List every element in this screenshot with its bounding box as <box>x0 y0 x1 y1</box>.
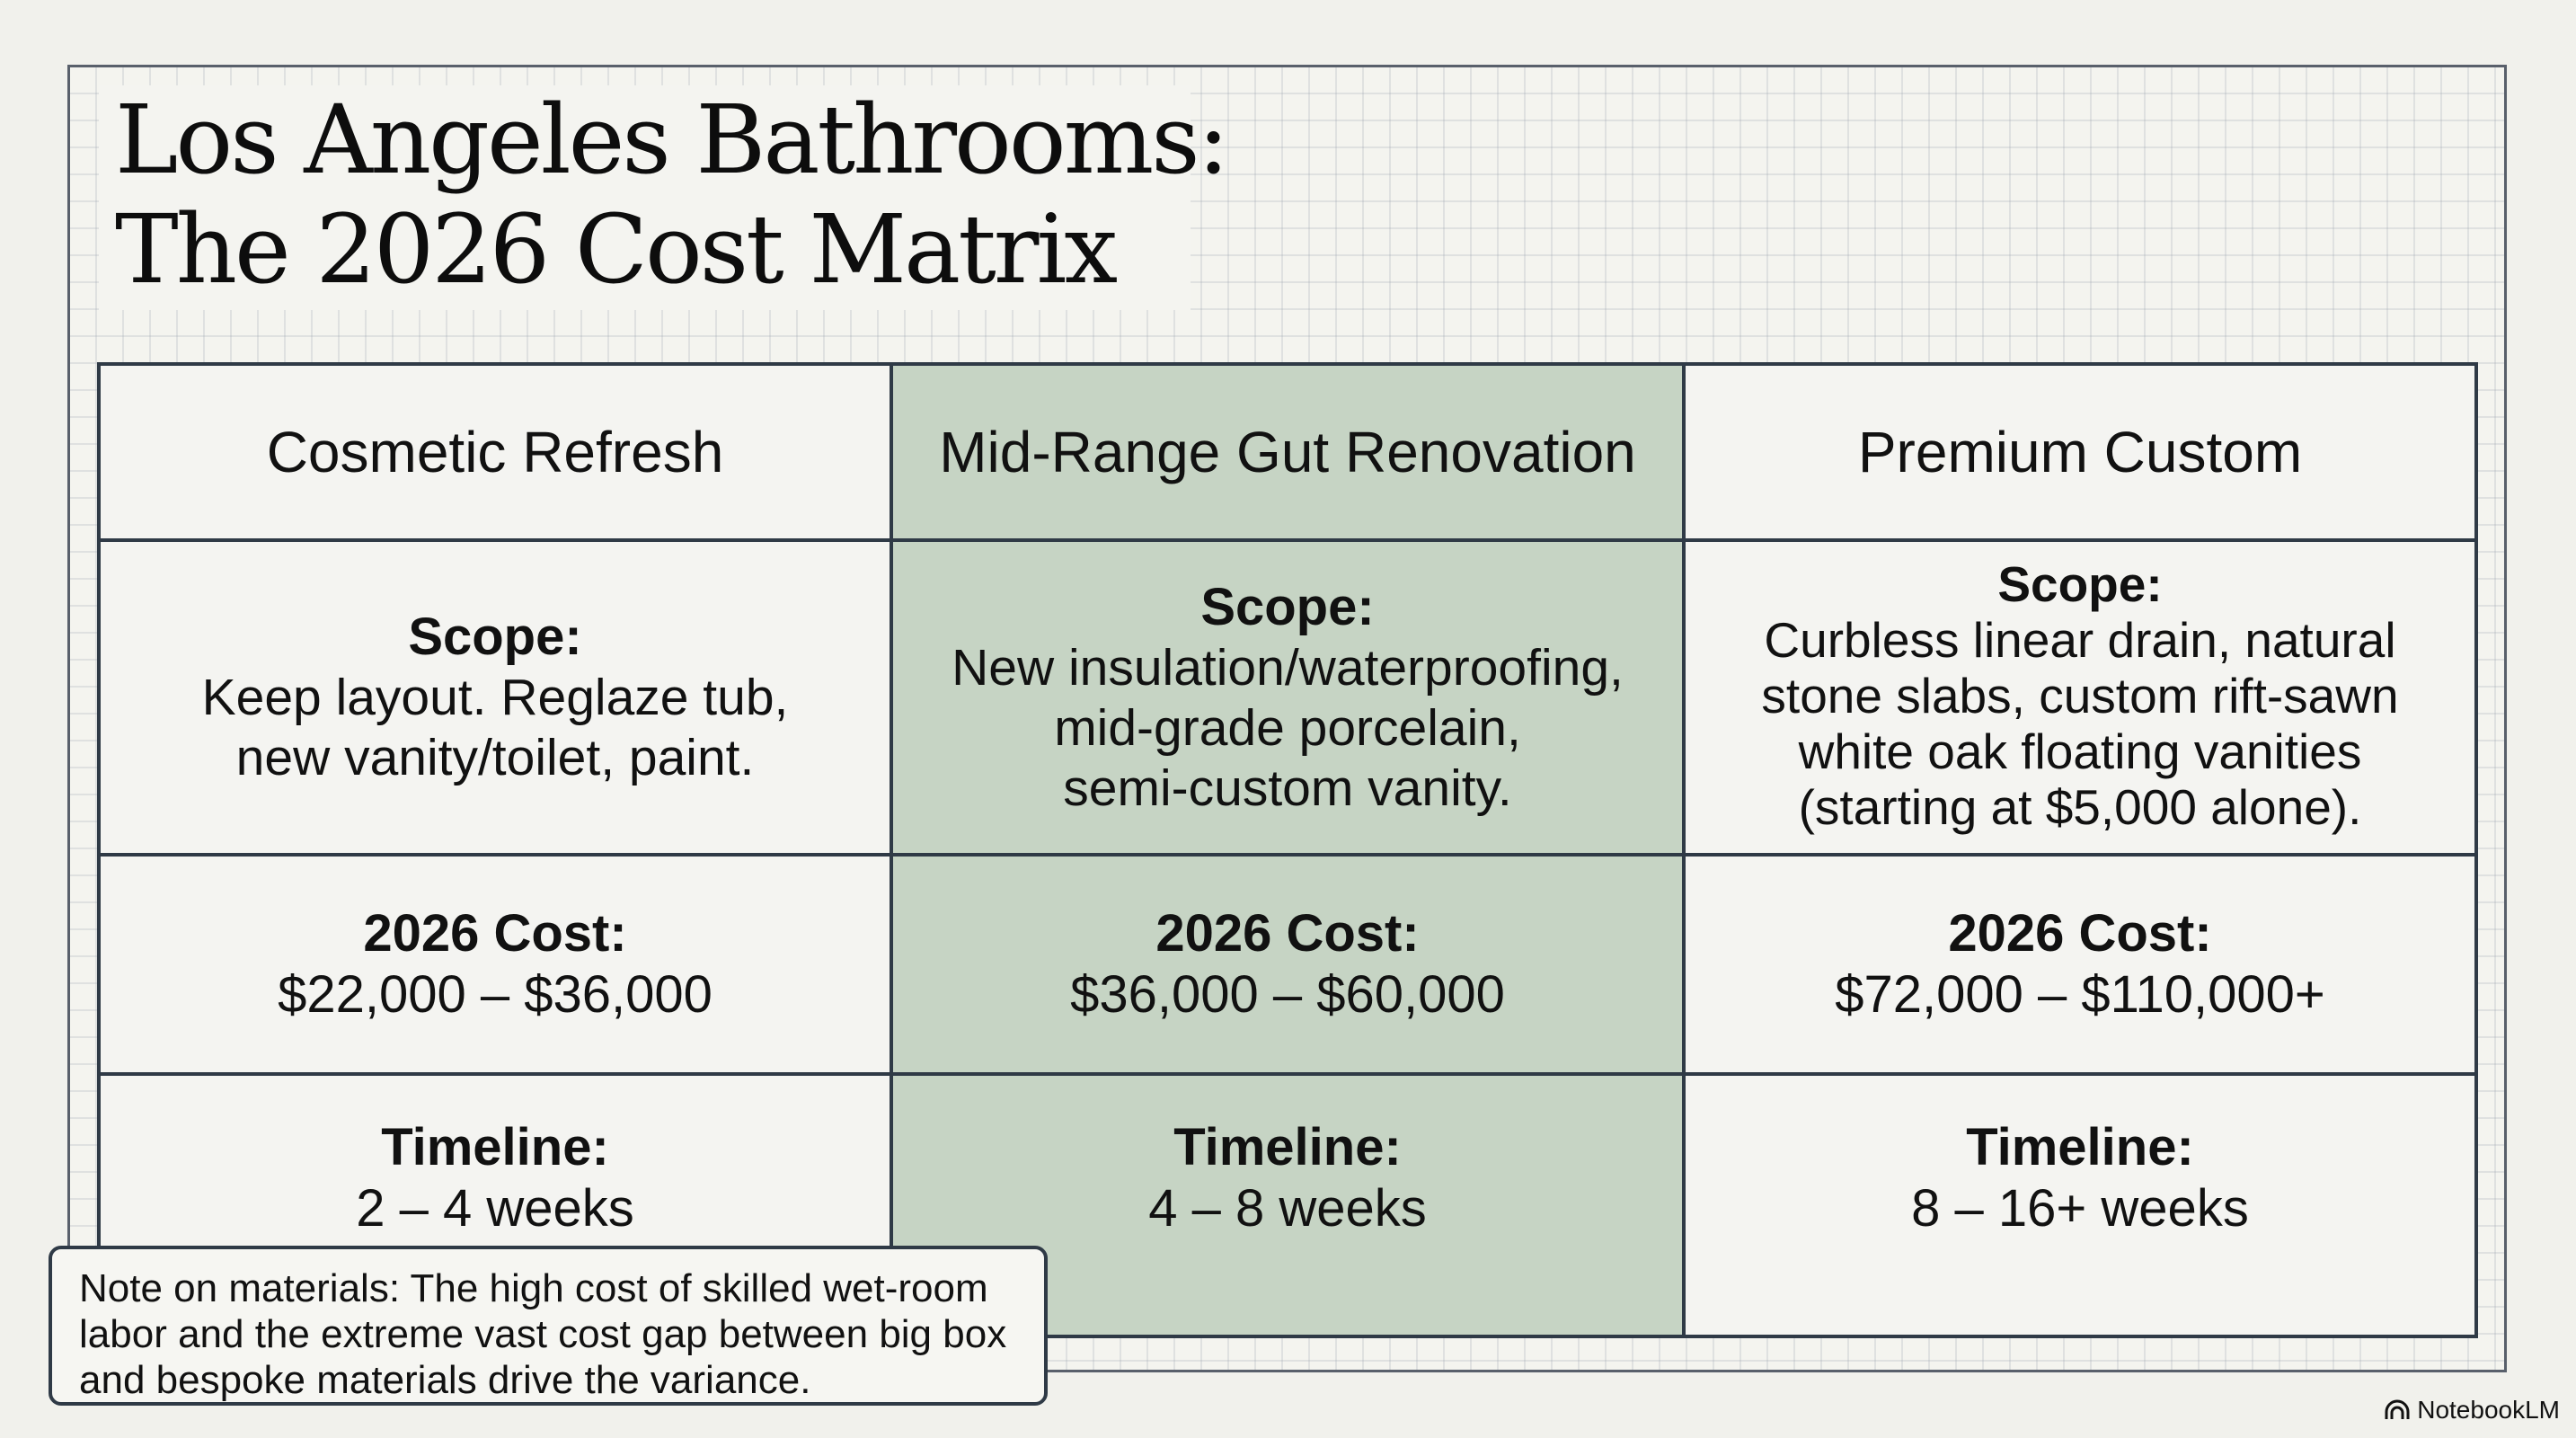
brand-name: NotebookLM <box>2417 1396 2560 1424</box>
title-line-2: The 2026 Cost Matrix <box>115 194 1118 305</box>
scope-label: Scope: <box>1200 577 1375 636</box>
scope-line: New insulation/waterproofing, <box>952 638 1624 697</box>
header-mid-range-gut-renovation: Mid-Range Gut Renovation <box>890 362 1686 542</box>
scope-label: Scope: <box>1997 556 2163 612</box>
title-line-1: Los Angeles Bathrooms: <box>115 84 1229 195</box>
scope-line: mid-grade porcelain, <box>1054 698 1521 757</box>
header-cosmetic-refresh: Cosmetic Refresh <box>97 362 893 542</box>
cost-value: $22,000 – $36,000 <box>278 965 713 1024</box>
timeline-value: 2 – 4 weeks <box>356 1179 634 1238</box>
scope-cell-mid-range: Scope: New insulation/waterproofing, mid… <box>890 538 1686 857</box>
scope-line: white oak floating vanities <box>1798 723 2362 779</box>
timeline-value: 4 – 8 weeks <box>1148 1179 1427 1238</box>
title-background <box>99 85 1191 310</box>
cost-matrix-table: Cosmetic Refresh Mid-Range Gut Renovatio… <box>97 362 2478 1338</box>
cost-label: 2026 Cost: <box>1948 904 2212 963</box>
timeline-label: Timeline: <box>1173 1118 1402 1176</box>
slide-title: Los Angeles Bathrooms: The 2026 Cost Mat… <box>115 84 1229 305</box>
cost-label: 2026 Cost: <box>363 904 627 963</box>
scope-line: stone slabs, custom rift-sawn <box>1761 668 2399 723</box>
header-premium-custom: Premium Custom <box>1682 362 2478 542</box>
scope-line: (starting at $5,000 alone). <box>1798 779 2362 835</box>
cost-value: $72,000 – $110,000+ <box>1835 965 2325 1024</box>
timeline-value: 8 – 16+ weeks <box>1911 1179 2249 1238</box>
cost-label: 2026 Cost: <box>1155 904 1420 963</box>
scope-label: Scope: <box>408 608 582 666</box>
scope-line: new vanity/toilet, paint. <box>235 729 755 786</box>
cost-cell-mid-range: 2026 Cost: $36,000 – $60,000 <box>890 853 1686 1076</box>
cost-cell-cosmetic: 2026 Cost: $22,000 – $36,000 <box>97 853 893 1076</box>
notebooklm-logo-icon <box>2385 1399 2410 1419</box>
scope-row: Scope: Keep layout. Reglaze tub, new van… <box>97 538 2478 857</box>
scope-cell-premium: Scope: Curbless linear drain, natural st… <box>1682 538 2478 857</box>
timeline-cell-premium: Timeline: 8 – 16+ weeks <box>1682 1072 2478 1338</box>
cost-value: $36,000 – $60,000 <box>1070 965 1505 1024</box>
scope-line: semi-custom vanity. <box>1063 759 1512 817</box>
timeline-label: Timeline: <box>381 1118 609 1176</box>
cost-row: 2026 Cost: $22,000 – $36,000 2026 Cost: … <box>97 853 2478 1076</box>
materials-note: Note on materials: The high cost of skil… <box>49 1246 1048 1406</box>
notebooklm-brand: NotebookLM <box>2385 1396 2560 1425</box>
scope-cell-cosmetic: Scope: Keep layout. Reglaze tub, new van… <box>97 538 893 857</box>
scope-line: Curbless linear drain, natural <box>1764 612 2396 668</box>
scope-line: Keep layout. Reglaze tub, <box>201 669 789 726</box>
header-row: Cosmetic Refresh Mid-Range Gut Renovatio… <box>97 362 2478 542</box>
timeline-label: Timeline: <box>1966 1118 2194 1176</box>
cost-cell-premium: 2026 Cost: $72,000 – $110,000+ <box>1682 853 2478 1076</box>
